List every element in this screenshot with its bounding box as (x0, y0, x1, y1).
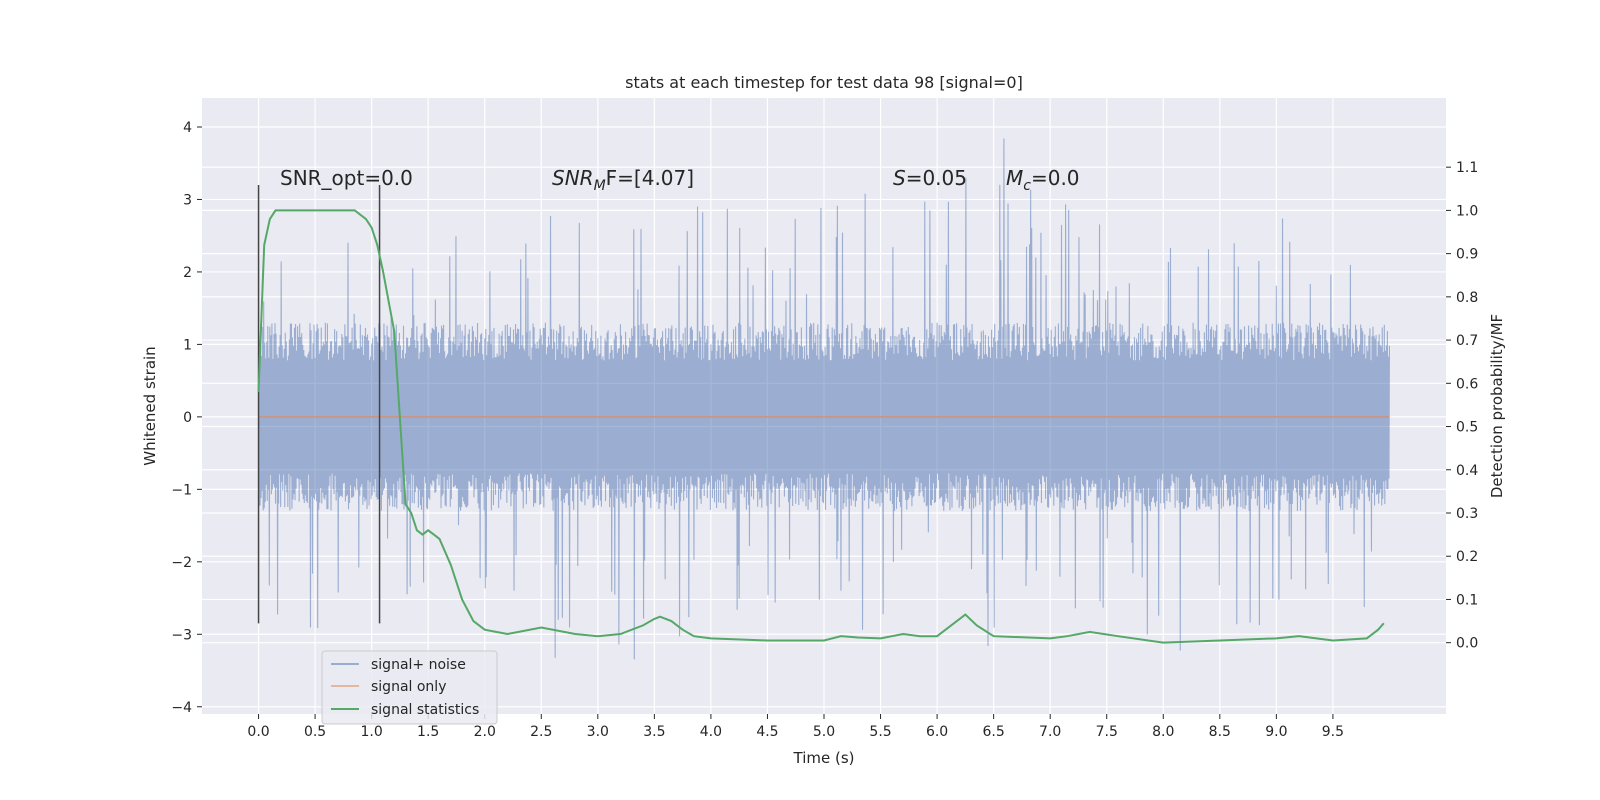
data-layer (257, 138, 1390, 660)
y2-tick-label: 0.1 (1456, 592, 1478, 608)
legend-label-signal-only: signal only (371, 679, 446, 695)
snr-mf-variable: SNR (552, 166, 594, 190)
x-tick-label: 0.0 (247, 724, 269, 740)
x-tick-label: 1.0 (361, 724, 383, 740)
legend-label-signal-statistics: signal statistics (371, 702, 479, 718)
s-variable: S (893, 166, 906, 190)
y-tick-label: 3 (183, 192, 192, 208)
x-tick-label: 6.0 (926, 724, 948, 740)
legend: signal+ noise signal only signal statist… (321, 650, 498, 725)
x-tick-label: 8.5 (1209, 724, 1231, 740)
x-tick-label: 6.5 (983, 724, 1005, 740)
legend-box (321, 650, 498, 725)
x-tick-label: 4.0 (700, 724, 722, 740)
y2-tick-label: 0.7 (1456, 333, 1478, 349)
annotation-snr-mf: SNRMF=[4.07] (552, 166, 694, 194)
y2-tick-label: 0.0 (1456, 636, 1478, 652)
x-tick-label: 7.5 (1096, 724, 1118, 740)
x-tick-label: 5.0 (813, 724, 835, 740)
y2-tick-label: 1.1 (1456, 160, 1478, 176)
y2-tick-label: 0.5 (1456, 420, 1478, 436)
y2-tick-label: 0.9 (1456, 247, 1478, 263)
x-tick-label: 3.0 (587, 724, 609, 740)
x-tick-label: 9.5 (1322, 724, 1344, 740)
y2-tick-label: 0.2 (1456, 549, 1478, 565)
snr-mf-subscript: M (594, 178, 606, 194)
x-tick-label: 5.5 (869, 724, 891, 740)
y-tick-label: 4 (183, 120, 192, 136)
x-tick-label: 2.0 (474, 724, 496, 740)
y-tick-label: −3 (171, 627, 192, 643)
y2-tick-label: 0.3 (1456, 506, 1478, 522)
x-tick-label: 0.5 (304, 724, 326, 740)
mc-value: =0.0 (1031, 166, 1080, 190)
y2-tick-label: 1.0 (1456, 203, 1478, 219)
legend-label-signal-noise: signal+ noise (371, 657, 466, 673)
mc-subscript: c (1023, 178, 1031, 194)
series-signal-noise (258, 138, 1390, 660)
x-tick-label: 4.5 (756, 724, 778, 740)
x-tick-label: 7.0 (1039, 724, 1061, 740)
y2-tick-label: 0.6 (1456, 376, 1478, 392)
annotation-snr-opt: SNR_opt=0.0 (280, 166, 413, 190)
y2-tick-label: 0.8 (1456, 290, 1478, 306)
x-tick-label: 9.0 (1265, 724, 1287, 740)
y-axis-label: Whitened strain (141, 346, 159, 465)
y-tick-label: −4 (171, 700, 192, 716)
chart-title: stats at each timestep for test data 98 … (625, 73, 1023, 92)
y2-axis-label: Detection probability/MF (1488, 314, 1506, 498)
y-tick-label: −2 (171, 555, 192, 571)
x-tick-label: 2.5 (530, 724, 552, 740)
s-value: =0.05 (906, 166, 967, 190)
annotation-mc: Mc=0.0 (1006, 166, 1080, 194)
y-tick-label: 1 (183, 337, 192, 353)
x-axis-label: Time (s) (793, 749, 855, 767)
annotation-s: S=0.05 (893, 166, 967, 190)
y-tick-label: −1 (171, 482, 192, 498)
y2-tick-label: 0.4 (1456, 463, 1478, 479)
mc-variable: M (1006, 166, 1023, 190)
x-tick-label: 8.0 (1152, 724, 1174, 740)
y-tick-label: 2 (183, 265, 192, 281)
annotations: SNR_opt=0.0 SNRMF=[4.07] S=0.05 Mc=0.0 (280, 166, 1080, 194)
x-tick-label: 1.5 (417, 724, 439, 740)
y-tick-label: 0 (183, 410, 192, 426)
series-signal-statistics (257, 209, 1385, 644)
x-tick-label: 3.5 (643, 724, 665, 740)
snr-mf-value: F=[4.07] (606, 166, 694, 190)
ticks: 0.0 0.5 1.0 1.5 2.0 2.5 3.0 3.5 4.0 4.5 5.0 5.5 6.0 6… (171, 120, 1478, 740)
